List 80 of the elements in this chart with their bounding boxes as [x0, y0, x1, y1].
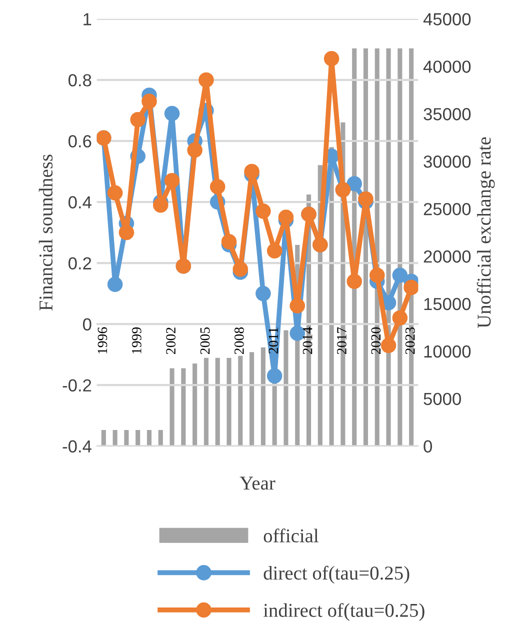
x-tick-label: 2002 [166, 328, 176, 354]
bar [260, 347, 266, 446]
point [278, 210, 294, 225]
y2-tick-label: 10000 [424, 345, 471, 358]
x-tick-label: 2005 [200, 327, 210, 354]
bar [181, 368, 186, 446]
point [392, 268, 408, 283]
x-tick-label: 1996 [98, 327, 108, 354]
point [369, 268, 385, 283]
point [256, 204, 271, 219]
point [346, 274, 362, 289]
point [221, 234, 237, 250]
bar [136, 430, 140, 446]
bar [204, 358, 208, 446]
y2-tick-label: 30000 [424, 155, 471, 168]
y2-tick-label: 25000 [424, 202, 471, 216]
x-tick-label: 2017 [337, 327, 346, 354]
legend-label: official [264, 528, 318, 542]
point [244, 164, 260, 180]
x-tick-label: 1999 [132, 327, 142, 354]
point [290, 298, 306, 314]
bar [284, 330, 288, 446]
point [107, 276, 123, 292]
y2-tick-label: 40000 [423, 60, 471, 73]
x-tick-label: 2014 [302, 327, 312, 354]
point [118, 224, 134, 240]
y-tick-label: -0.2 [62, 379, 92, 392]
bar [101, 430, 106, 446]
point [324, 50, 340, 66]
point [380, 338, 396, 354]
point [266, 243, 282, 258]
point [164, 173, 180, 188]
point [346, 176, 362, 192]
legend-label: direct of(tau=0.25) [264, 566, 410, 584]
y2-axis-title: Unofficial exchange rate [476, 137, 495, 328]
bar [124, 430, 129, 446]
y-tick-label: 0.2 [68, 257, 92, 270]
bar [238, 356, 243, 446]
bar [112, 430, 118, 446]
y-tick-label: 0.6 [68, 135, 92, 148]
point [142, 94, 157, 109]
bar [192, 364, 198, 446]
y2-tick-label: 45000 [423, 13, 471, 26]
y-tick-label: 0.8 [68, 74, 92, 86]
bar [226, 358, 232, 446]
point [392, 310, 408, 326]
point [198, 72, 214, 88]
point [358, 191, 374, 207]
bar [250, 352, 254, 446]
y-tick-label: 0.4 [68, 196, 92, 208]
bar [215, 358, 220, 446]
point [404, 280, 418, 296]
point [130, 112, 146, 128]
point [256, 286, 271, 302]
point [266, 368, 282, 384]
point [107, 185, 123, 200]
x-tick-label: 2011 [268, 328, 278, 354]
y2-tick-label: 5000 [424, 392, 461, 406]
y-tick-label: 1 [84, 13, 92, 26]
point [210, 179, 226, 194]
y-tick-label: -0.4 [62, 440, 92, 453]
y2-tick-label: 15000 [424, 298, 471, 310]
point [164, 106, 180, 122]
x-tick-label: 2020 [371, 327, 381, 354]
x-axis-title: Year [240, 476, 276, 490]
point [232, 262, 248, 277]
bar [158, 430, 163, 446]
point [152, 197, 168, 213]
bar [386, 48, 391, 446]
y2-tick-label: 35000 [424, 108, 471, 120]
bar [170, 368, 174, 446]
x-tick-label: 2023 [405, 327, 415, 354]
bar [146, 430, 152, 446]
x-tick-label: 2008 [234, 327, 244, 354]
y2-tick-label: 20000 [424, 250, 471, 263]
point [187, 142, 202, 158]
legend-label: indirect of(tau=0.25) [263, 603, 424, 621]
y-axis-title: Financial soundness [38, 154, 53, 311]
y2-tick-label: 0 [424, 440, 432, 453]
y-tick-label: 0 [82, 318, 92, 331]
